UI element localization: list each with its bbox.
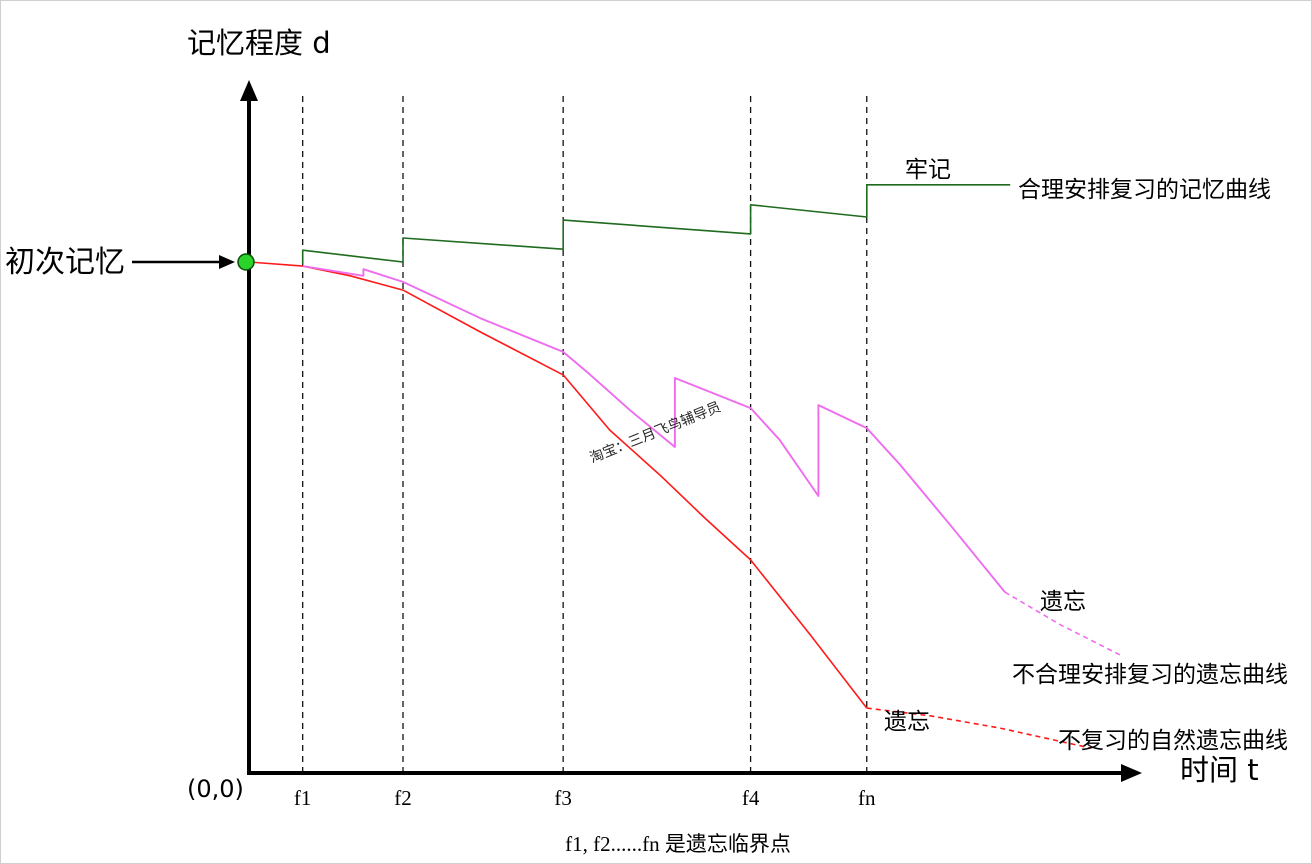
chart-caption: f1, f2......fn 是遗忘临界点 [565,832,791,856]
review-memory-curve-line [301,184,1011,264]
x-tick-label-f1: f1 [294,786,312,810]
x-axis-arrow [1121,764,1142,782]
natural-forgetting-curve-line [248,261,868,709]
natural-forgetting-curve-dashed-tail [866,707,1091,749]
irregular-review-curve-name: 不合理安排复习的遗忘曲线 [1012,662,1288,688]
x-tick-label-f4: f4 [742,786,760,810]
initial-memory-point [237,253,255,271]
x-axis-label: 时间 t [1180,753,1259,787]
origin-label: (0,0) [187,775,244,803]
natural-forgetting-curve-name: 不复习的自然遗忘曲线 [1058,728,1288,754]
y-axis-arrow [240,80,258,101]
review-curve-end-label: 牢记 [905,157,951,183]
curves [248,184,1121,749]
y-axis-label: 记忆程度 d [187,26,331,60]
x-tick-label-f2: f2 [394,786,412,810]
irregular-review-forgetting-curve-line [302,265,1006,593]
irregular-review-curve-end-label: 遗忘 [1040,589,1086,615]
x-tick-label-f3: f3 [554,786,572,810]
natural-forgetting-curve-end-label: 遗忘 [884,709,930,735]
initial-memory-label: 初次记忆 [5,245,125,280]
irregular-review-forgetting-curve-dashed-tail [1004,591,1121,656]
review-curve-name: 合理安排复习的记忆曲线 [1018,177,1271,203]
x-tick-label-fn: fn [858,786,876,810]
initial-memory-arrow-head [219,255,235,269]
